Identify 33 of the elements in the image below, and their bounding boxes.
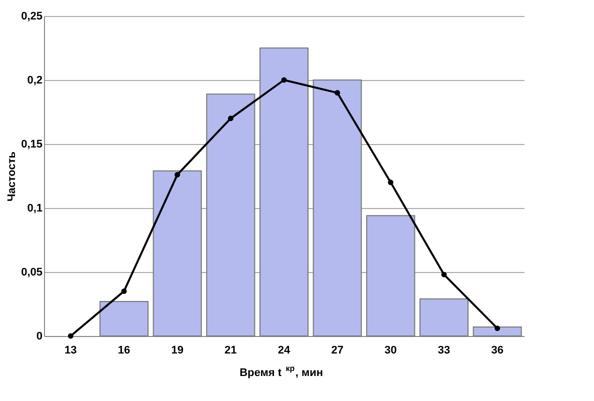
point bbox=[388, 180, 394, 186]
y-tick-label: 0,25 bbox=[21, 10, 42, 22]
x-tick-label: 19 bbox=[171, 344, 184, 356]
bar bbox=[260, 48, 308, 336]
point bbox=[334, 90, 340, 96]
x-tick-label: 30 bbox=[384, 344, 397, 356]
y-tick-label: 0,15 bbox=[21, 138, 42, 150]
point bbox=[68, 333, 74, 339]
point bbox=[174, 172, 180, 178]
bar bbox=[152, 170, 202, 336]
point bbox=[494, 326, 500, 332]
y-axis-title: Частость bbox=[6, 151, 18, 202]
x-tick-label: 24 bbox=[278, 344, 291, 356]
y-tick-label: 0,2 bbox=[27, 74, 42, 86]
point bbox=[281, 77, 287, 83]
x-tick-label: 33 bbox=[438, 344, 450, 356]
bar bbox=[472, 326, 522, 336]
point bbox=[441, 272, 447, 278]
x-tick-label: 36 bbox=[491, 344, 504, 356]
x-tick-label: 16 bbox=[118, 344, 130, 356]
point bbox=[121, 288, 127, 294]
bar bbox=[206, 94, 256, 336]
x-tick-label: 21 bbox=[224, 344, 237, 356]
bar bbox=[100, 300, 148, 336]
point bbox=[228, 116, 234, 122]
y-tick-label: 0,1 bbox=[27, 202, 42, 214]
x-tick-label: 27 bbox=[331, 344, 344, 356]
y-tick-label: 0,05 bbox=[21, 266, 42, 278]
bar bbox=[420, 298, 468, 336]
bar bbox=[366, 215, 416, 336]
y-tick-label: 0 bbox=[36, 330, 42, 342]
x-tick-label: 13 bbox=[64, 344, 77, 356]
bar bbox=[312, 80, 362, 336]
